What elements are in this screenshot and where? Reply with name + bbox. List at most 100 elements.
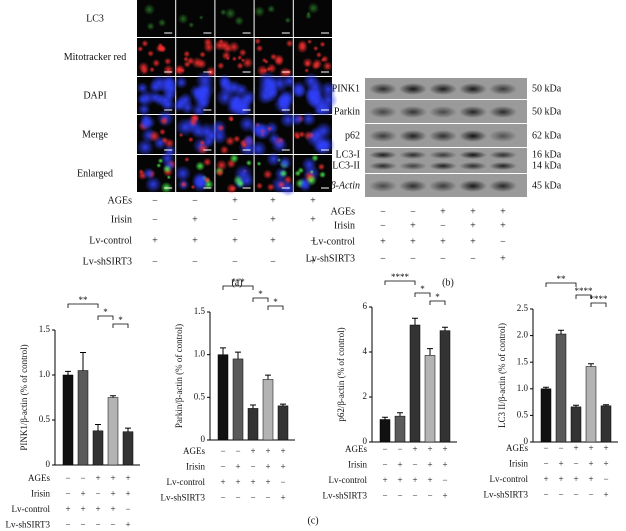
blot-band [399, 83, 427, 95]
y-axis-label: LC3 II/β-actin (% of control) [497, 323, 507, 428]
treatment-sign: + [442, 444, 447, 454]
image-texture [322, 61, 333, 72]
error-bar [65, 370, 71, 375]
treatment-sign: − [235, 446, 240, 456]
bar [277, 405, 289, 441]
treatment-sign: + [110, 504, 115, 514]
error-bar [412, 317, 418, 325]
significance-label: * [103, 307, 108, 317]
image-texture [302, 72, 320, 89]
image-texture [147, 50, 155, 57]
image-texture [315, 51, 322, 58]
bar [77, 370, 89, 466]
treatment-sign: − [192, 195, 198, 206]
image-texture [238, 48, 247, 57]
image-texture [224, 7, 237, 20]
image-texture [149, 91, 162, 104]
treatment-sign: + [500, 253, 506, 264]
image-texture [148, 79, 163, 95]
treatment-label: AGEs [331, 206, 356, 217]
size-label: 45 kDa [532, 180, 562, 191]
treatment-sign: + [440, 206, 446, 217]
treatment-sign: − [80, 520, 85, 530]
blot-band [459, 162, 487, 170]
blot-band [489, 151, 517, 159]
treatment-sign: + [588, 443, 593, 453]
treatment-label: Lv-shSIRT3 [306, 253, 355, 264]
treatment-sign: + [310, 256, 316, 267]
image-texture [197, 143, 209, 155]
treatment-label: Lv-control [89, 235, 132, 246]
y-tick-label: 1.5 [39, 324, 51, 334]
image-texture [289, 80, 308, 98]
image-texture [255, 44, 264, 53]
treatment-sign: + [412, 475, 417, 485]
treatment-sign: − [573, 459, 578, 469]
image-texture [309, 126, 326, 143]
treatment-label: Irisin [334, 220, 355, 231]
image-texture [136, 93, 150, 106]
image-texture [276, 94, 291, 108]
error-bar [250, 404, 256, 409]
treatment-sign: + [397, 475, 402, 485]
image-texture [159, 116, 169, 126]
panel-label: (c) [307, 515, 318, 526]
treatment-sign: − [152, 256, 158, 267]
treatment-sign: − [280, 477, 285, 487]
treatment-label: AGEs [345, 444, 367, 454]
blot-band [489, 83, 517, 95]
treatment-sign: + [427, 460, 432, 470]
image-texture [199, 15, 204, 20]
image-texture [174, 64, 186, 76]
treatment-label: Irisin [348, 460, 367, 470]
image-texture [262, 169, 273, 180]
image-texture [160, 96, 176, 113]
blot-band [429, 83, 457, 95]
treatment-sign: + [235, 477, 240, 487]
treatment-sign: − [380, 220, 386, 231]
significance-label: * [258, 289, 263, 299]
image-texture [162, 64, 175, 76]
treatment-sign: + [470, 206, 476, 217]
image-texture [175, 117, 195, 137]
treatment-sign: − [440, 220, 446, 231]
image-texture [144, 175, 162, 193]
treatment-sign: − [270, 256, 276, 267]
treatment-sign: − [220, 493, 225, 503]
bar [394, 415, 406, 443]
treatment-sign: + [232, 195, 238, 206]
significance-bracket [590, 302, 607, 307]
blot-band [429, 180, 457, 192]
treatment-sign: + [500, 220, 506, 231]
treatment-sign: − [543, 443, 548, 453]
y-axis-label: PINK1/β-actin (% of control) [19, 344, 29, 450]
image-texture [156, 162, 162, 168]
image-texture [301, 156, 317, 173]
image-texture [217, 124, 225, 132]
image-texture [218, 77, 232, 91]
y-tick-label: 1.5 [194, 306, 206, 316]
treatment-sign: + [558, 474, 563, 484]
image-texture [219, 145, 230, 155]
image-texture [152, 58, 161, 68]
treatment-sign: − [95, 520, 100, 530]
treatment-sign: − [125, 504, 130, 514]
image-texture [285, 39, 294, 48]
treatment-sign: + [265, 446, 270, 456]
treatment-label: Lv-control [329, 475, 368, 485]
treatment-sign: − [192, 256, 198, 267]
image-texture [297, 167, 305, 174]
image-texture [304, 68, 310, 73]
image-texture [245, 159, 253, 167]
image-texture [226, 183, 237, 194]
size-label: 16 kDa [532, 149, 562, 160]
image-texture [184, 156, 190, 163]
treatment-label: Lv-shSIRT3 [6, 520, 51, 530]
image-texture [228, 91, 246, 109]
image-texture [137, 102, 151, 117]
treatment-sign: + [410, 220, 416, 231]
image-texture [146, 22, 155, 31]
treatment-sign: + [250, 477, 255, 487]
row-label: LC3 [86, 13, 104, 24]
image-texture [215, 159, 228, 172]
